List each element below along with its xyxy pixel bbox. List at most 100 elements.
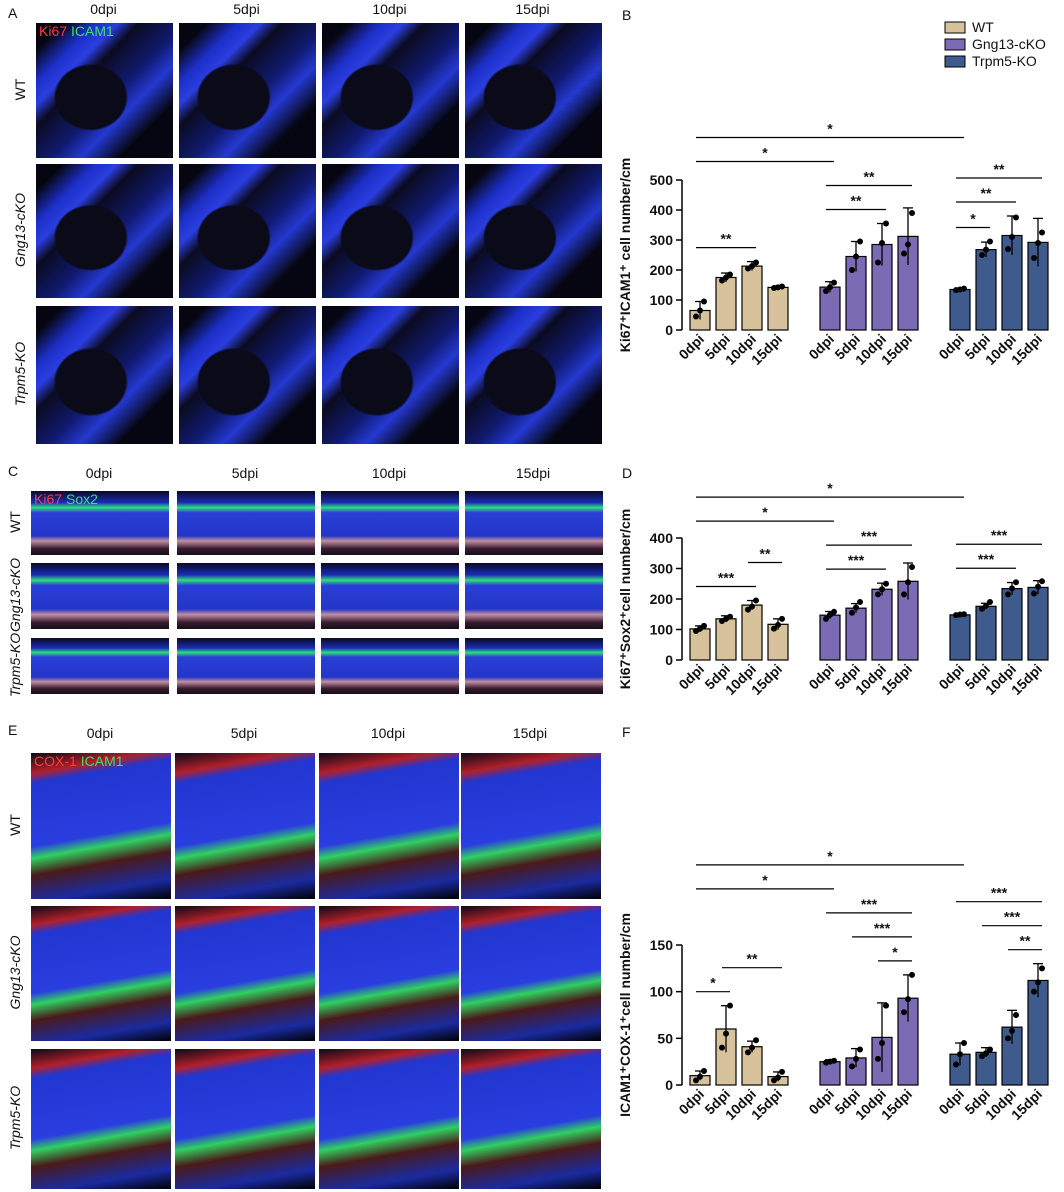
micrograph (318, 905, 460, 1042)
bar (741, 604, 763, 661)
data-point (909, 971, 915, 978)
column-label: 10dpi (371, 725, 405, 741)
stain-name: COX-1 (34, 753, 77, 769)
significance-label: ** (1020, 933, 1031, 949)
legend-swatch (944, 21, 966, 34)
significance-label: * (827, 480, 833, 496)
bar (949, 614, 971, 661)
data-point (727, 1002, 733, 1009)
micrograph (35, 305, 174, 445)
micrograph (176, 637, 316, 695)
data-point (849, 609, 855, 616)
significance-label: ** (864, 169, 875, 185)
data-point (1013, 579, 1019, 586)
x-tick-label: 15dpi (748, 1086, 785, 1123)
data-point (879, 240, 885, 246)
bar (845, 607, 867, 661)
x-tick-label: 0dpi (675, 331, 707, 363)
data-point (1013, 214, 1019, 221)
panel-label: A (8, 5, 18, 21)
data-point (1039, 965, 1045, 972)
bar (741, 1046, 763, 1086)
micrograph (174, 752, 316, 900)
significance-label: * (762, 504, 768, 520)
data-point (1009, 1027, 1015, 1034)
bar (767, 286, 789, 331)
legend-label: Trpm5-KO (972, 53, 1037, 69)
x-tick-label: 15dpi (878, 331, 915, 368)
data-point (719, 1044, 725, 1051)
micrograph (460, 905, 602, 1042)
data-point (961, 1040, 967, 1046)
stain-name: ICAM1 (81, 753, 124, 769)
micrograph (30, 1048, 172, 1190)
significance-label: * (762, 872, 768, 888)
x-tick-label: 15dpi (878, 1086, 915, 1123)
data-point (701, 298, 707, 305)
micrograph (30, 637, 170, 695)
bar (819, 286, 841, 331)
data-point (853, 1055, 859, 1062)
y-tick-label: 50 (657, 1030, 673, 1046)
significance-label: *** (991, 527, 1008, 543)
data-point (831, 279, 837, 286)
x-tick-label: 0dpi (805, 1086, 837, 1118)
data-point (831, 608, 837, 615)
micrograph (464, 562, 604, 630)
data-point (883, 220, 889, 227)
bar (689, 628, 711, 661)
bar (715, 276, 737, 331)
data-point (983, 246, 989, 253)
data-point (849, 267, 855, 273)
data-point (827, 284, 833, 291)
data-point (697, 1073, 703, 1080)
data-point (749, 1044, 755, 1051)
data-point (1035, 979, 1041, 986)
micrograph (320, 562, 460, 630)
legend-swatch (944, 38, 966, 51)
x-tick-label: 0dpi (935, 331, 967, 363)
micrograph (174, 1048, 316, 1190)
data-point (879, 1040, 885, 1046)
data-point (901, 250, 907, 257)
y-tick-label: 100 (650, 292, 674, 308)
stain-name: ICAM1 (71, 23, 114, 39)
row-label: WT (12, 78, 28, 100)
data-point (1005, 246, 1011, 252)
y-axis-label: ICAM1⁺COX-1⁺cell number/cm (617, 913, 633, 1117)
micrograph (460, 1048, 602, 1190)
data-point (857, 1046, 863, 1053)
data-point (753, 1037, 759, 1044)
legend-swatch (944, 55, 966, 68)
panel-label: E (8, 722, 17, 738)
data-point (823, 288, 829, 294)
legend-label: WT (972, 19, 994, 35)
x-tick-label: 15dpi (1008, 1086, 1045, 1123)
significance-label: ** (747, 951, 758, 967)
data-point (727, 613, 733, 620)
x-tick-label: 0dpi (805, 331, 837, 363)
data-point (1031, 590, 1037, 597)
bar (819, 1061, 841, 1086)
y-tick-label: 150 (650, 937, 674, 953)
data-point (905, 241, 911, 248)
bar (975, 605, 997, 661)
column-label: 0dpi (87, 725, 113, 741)
x-tick-label: 0dpi (935, 661, 967, 693)
micrograph (176, 490, 316, 556)
significance-label: *** (978, 551, 995, 567)
data-point (853, 604, 859, 611)
panel-label: B (622, 7, 631, 23)
micrograph (464, 163, 603, 299)
data-point (849, 1063, 855, 1070)
data-point (693, 1077, 699, 1084)
significance-label: *** (848, 552, 865, 568)
y-tick-label: 0 (665, 652, 673, 668)
data-point (771, 625, 777, 632)
data-point (987, 238, 993, 245)
data-point (727, 271, 733, 278)
significance-label: * (762, 145, 768, 161)
data-point (1009, 234, 1015, 240)
data-point (905, 996, 911, 1003)
x-tick-label: 0dpi (675, 1086, 707, 1118)
